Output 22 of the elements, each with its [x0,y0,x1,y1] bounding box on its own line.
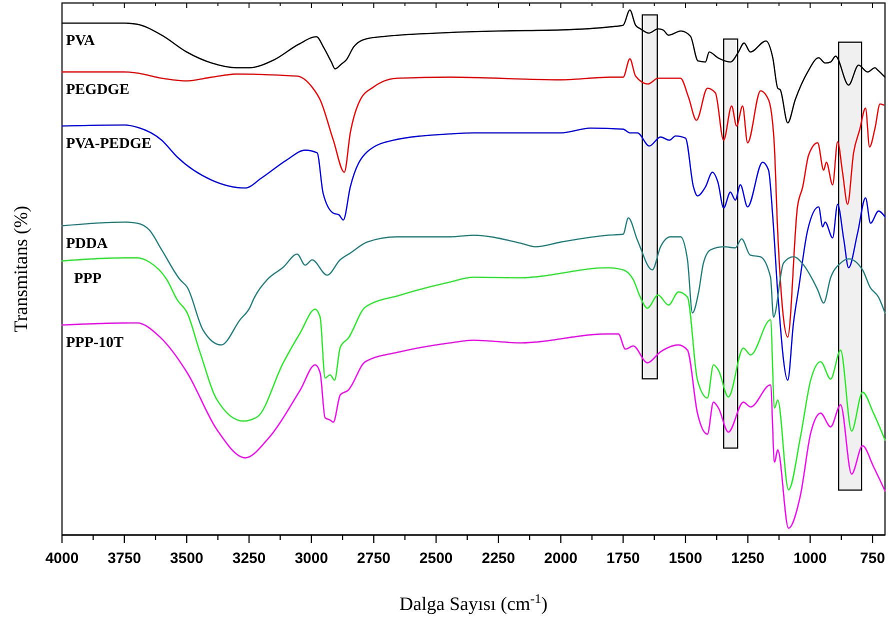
x-tick-label: 750 [860,550,886,567]
x-tick-label: 2750 [357,550,390,567]
series-label: PPP-10T [66,335,124,351]
x-tick-label: 2250 [482,550,516,567]
x-tick-label: 3250 [232,550,266,567]
x-tick-label: 1250 [731,550,765,567]
series-label: PPP [74,270,102,287]
series-label: PVA [66,33,96,50]
series-label: PEGDGE [66,82,130,98]
x-tick-label: 3500 [170,550,204,567]
x-axis-title: Dalga Sayısı (cm$^{-1}$) [399,590,548,615]
x-tick-label: 1000 [793,550,827,567]
series-label: PVA-PEDGE [66,136,152,152]
x-tick-label: 3750 [108,550,142,567]
x-tick-label: 2500 [419,550,453,567]
x-tick-label: 4000 [45,550,79,567]
x-tick-label: 1750 [606,550,640,567]
x-tick-label: 1500 [668,550,702,567]
y-axis-title: Transmitans (%) [11,206,32,332]
x-tick-label: 3000 [294,550,328,567]
x-tick-label: 2000 [544,550,578,567]
series-label: PDDA [66,236,108,252]
